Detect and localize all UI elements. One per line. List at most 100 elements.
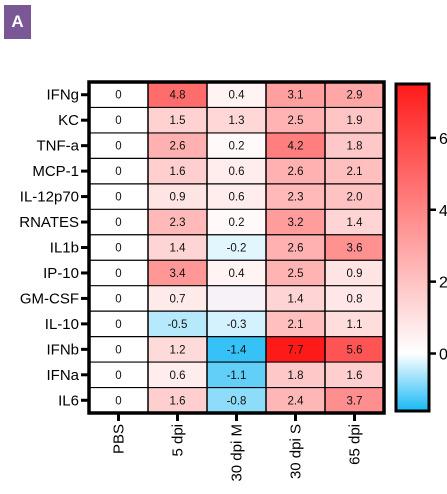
cell-value-label: -0.3 [227, 319, 247, 331]
column-label: 30 dpi M [229, 424, 246, 482]
heatmap-cell [325, 82, 384, 108]
heatmap-cell [325, 285, 384, 312]
heatmap-cell [325, 362, 384, 388]
cell-value-label: 1.1 [347, 319, 363, 331]
row-label: IL-10 [45, 316, 79, 333]
heatmap-cell [89, 183, 148, 210]
row-label: TNF-a [37, 138, 80, 155]
cell-value-label: 0.4 [229, 90, 246, 102]
cell-value-label: 5.6 [347, 344, 363, 356]
cell-value-label: 3.4 [170, 268, 187, 280]
heatmap-cell [325, 260, 384, 286]
heatmap-cell [148, 311, 207, 337]
cell-value-label: 2.1 [347, 166, 363, 178]
cell-value-label: -0.2 [227, 243, 247, 255]
heatmap-cell [325, 387, 384, 413]
row-labels: IFNg KC TNF-a MCP-1 IL-12p70 RNATES IL1b IP-10 G… [19, 87, 89, 409]
heatmap-cell [89, 234, 148, 261]
panel-label: A [4, 5, 31, 39]
cell-value-label: 4.8 [170, 90, 186, 102]
cell-value-label: 2.6 [288, 166, 304, 178]
heatmap-cell [148, 132, 207, 159]
heatmap-cell [207, 132, 266, 159]
row-label: RNATES [19, 214, 79, 231]
cell-value-label: 3.7 [347, 395, 363, 407]
cell-value-label: 1.2 [170, 344, 186, 356]
heatmap-cell [207, 183, 266, 210]
colorbar-tick-label: 6 [439, 131, 447, 148]
cell-value-label: 0 [115, 115, 121, 127]
row-label: IL-12p70 [20, 189, 79, 206]
heatmap-cell [148, 82, 207, 108]
row-label: MCP-1 [32, 163, 79, 180]
colorbar-tick-label: 2 [439, 275, 447, 292]
colorbar-tick-label: 0 [439, 347, 447, 364]
heatmap-cell [148, 209, 207, 235]
heatmap-cell [266, 362, 325, 388]
row-label: IFNb [46, 341, 79, 358]
cell-value-label: 1.5 [170, 115, 186, 127]
heatmap-cell [325, 234, 384, 261]
heatmap-cell [89, 158, 148, 184]
row-label: IL6 [58, 392, 79, 409]
cell-value-label: 0.9 [170, 192, 186, 204]
heatmap-cell [266, 387, 325, 413]
heatmap-cell [325, 132, 384, 159]
cell-value-label: 0 [115, 243, 121, 255]
heatmap-cell [148, 234, 207, 261]
cell-value-label: -1.4 [227, 344, 247, 356]
cell-value-label: 2.3 [288, 192, 304, 204]
heatmap-cell [207, 260, 266, 286]
cell-value-label: 0 [115, 293, 121, 305]
row-label: KC [58, 112, 79, 129]
cell-value-label: 3.6 [347, 243, 363, 255]
cell-value-label: 0 [115, 90, 121, 102]
cell-value-label: 1.4 [347, 217, 364, 229]
cell-value-label: 0.6 [229, 166, 245, 178]
row-label: IFNg [46, 87, 79, 104]
cell-value-label: 3.1 [288, 90, 304, 102]
heatmap-cell [207, 158, 266, 184]
heatmap-cell [207, 362, 266, 388]
heatmap-cell [89, 209, 148, 235]
column-label: 30 dpi S [288, 424, 305, 479]
cell-value-label: 0 [115, 319, 121, 331]
cell-value-label: 0 [115, 370, 121, 382]
cell-value-label: 0.9 [347, 268, 363, 280]
heatmap-cells: 0 4.8 0.4 3.1 2.9 0 1.5 1.3 2.5 1.9 0 2.6 0.2 4.2 1.8 0… [89, 82, 384, 413]
cell-value-label: 0 [115, 192, 121, 204]
cell-value-label: 2.3 [170, 217, 186, 229]
colorbar-tick-label: 4 [439, 203, 447, 220]
cell-value-label: 1.6 [170, 395, 186, 407]
cell-value-label: 1.8 [347, 141, 363, 153]
heatmap-cell [325, 183, 384, 210]
heatmap-cell [148, 107, 207, 133]
heatmap-cell [266, 285, 325, 312]
cell-value-label: 1.6 [347, 370, 363, 382]
heatmap-cell [266, 336, 325, 363]
heatmap-cell [89, 336, 148, 363]
heatmap-cell [266, 209, 325, 235]
cell-value-label: -0.5 [168, 319, 188, 331]
cell-value-label: 0.6 [170, 370, 186, 382]
heatmap-cell [148, 387, 207, 413]
column-label: PBS [111, 424, 128, 454]
cell-value-label: 0 [115, 217, 121, 229]
heatmap-cell [325, 311, 384, 337]
cell-value-label: 0.2 [229, 217, 245, 229]
cell-value-label: 2.4 [288, 395, 305, 407]
heatmap-cell [148, 285, 207, 312]
heatmap-cell [266, 107, 325, 133]
heatmap-cell [266, 183, 325, 210]
cell-value-label: 2.0 [347, 192, 363, 204]
heatmap-cell [148, 260, 207, 286]
heatmap-cell [325, 158, 384, 184]
cell-value-label: 3.2 [288, 217, 304, 229]
heatmap-cell [266, 260, 325, 286]
column-label: 65 dpi [347, 424, 364, 465]
row-label: GM-CSF [20, 290, 79, 307]
cell-value-label: 0 [115, 268, 121, 280]
cell-value-label: 1.6 [170, 166, 186, 178]
heatmap-cell [325, 107, 384, 133]
